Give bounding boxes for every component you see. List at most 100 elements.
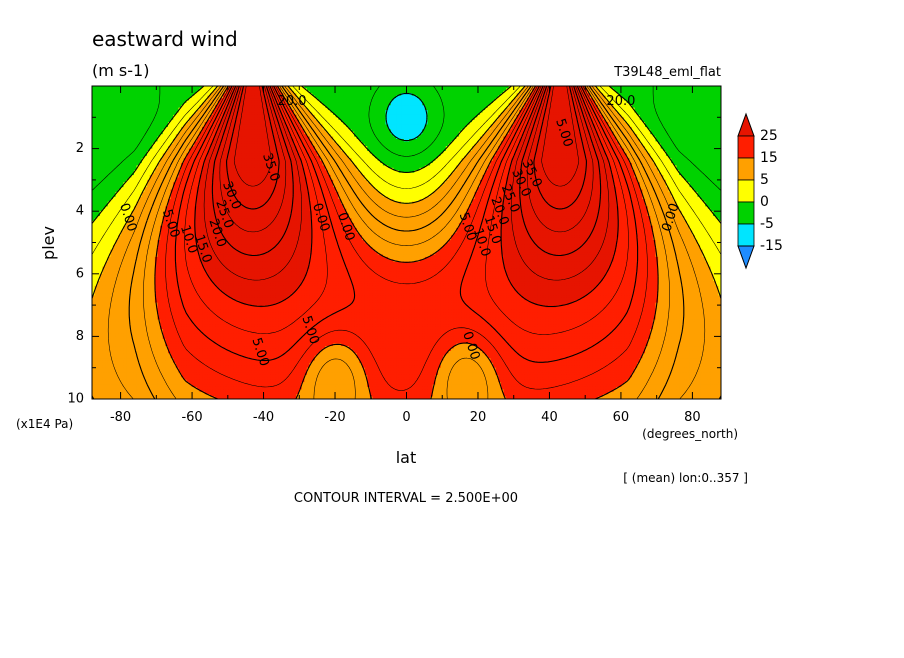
contour-fill-cell xyxy=(291,131,295,135)
contour-fill-cell xyxy=(327,117,331,121)
contour-fill-cell xyxy=(97,93,101,97)
contour-fill-cell xyxy=(204,117,208,121)
contour-fill-cell xyxy=(610,122,614,125)
contour-fill-cell xyxy=(139,98,143,101)
contour-fill-cell xyxy=(338,122,342,125)
contour-fill-cell xyxy=(141,102,145,106)
contour-fill-cell xyxy=(133,105,137,109)
contour-fill-cell xyxy=(369,90,373,94)
contour-fill-cell xyxy=(705,100,709,104)
contour-fill-cell xyxy=(346,100,350,104)
contour-fill-cell xyxy=(196,119,200,123)
contour-fill-cell xyxy=(293,134,297,137)
contour-fill-cell xyxy=(141,100,145,104)
contour-fill-cell xyxy=(401,90,405,94)
contour-fill-cell xyxy=(340,95,344,99)
contour-fill-cell xyxy=(558,131,562,135)
contour-fill-cell xyxy=(443,93,447,97)
contour-fill-cell xyxy=(571,107,575,111)
contour-fill-cell xyxy=(637,98,641,101)
contour-fill-cell xyxy=(309,126,313,130)
contour-fill-cell xyxy=(343,126,347,130)
contour-fill-cell xyxy=(645,117,649,121)
contour-fill-cell xyxy=(202,95,206,99)
contour-fill-cell xyxy=(346,114,350,118)
contour-fill-cell xyxy=(435,105,439,109)
contour-fill-cell xyxy=(642,112,646,116)
contour-fill-cell xyxy=(464,105,468,109)
contour-fill-cell xyxy=(521,122,525,125)
contour-fill-cell xyxy=(340,86,344,89)
contour-fill-cell xyxy=(246,124,250,128)
contour-fill-cell xyxy=(126,90,130,94)
contour-fill-cell xyxy=(430,124,434,128)
contour-fill-cell xyxy=(105,110,109,113)
contour-fill-cell xyxy=(629,129,633,133)
contour-fill-cell xyxy=(453,90,457,94)
contour-fill-cell xyxy=(548,112,552,116)
contour-fill-cell xyxy=(422,117,426,121)
contour-fill-cell xyxy=(416,131,420,135)
contour-fill-cell xyxy=(406,98,410,101)
contour-fill-cell xyxy=(160,134,164,137)
contour-fill-cell xyxy=(456,126,460,130)
contour-fill-cell xyxy=(579,90,583,94)
contour-fill-cell xyxy=(285,124,289,128)
contour-fill-cell xyxy=(133,100,137,104)
contour-fill-cell xyxy=(697,110,701,113)
contour-fill-cell xyxy=(299,124,303,128)
contour-fill-cell xyxy=(613,86,617,89)
contour-fill-cell xyxy=(540,122,544,125)
contour-fill-cell xyxy=(432,131,436,135)
contour-fill-cell xyxy=(713,98,717,101)
contour-fill-cell xyxy=(558,86,562,89)
contour-fill-cell xyxy=(278,131,282,135)
contour-fill-cell xyxy=(490,114,494,118)
contour-fill-cell xyxy=(244,131,248,135)
contour-fill-cell xyxy=(608,122,612,125)
contour-fill-cell xyxy=(466,124,470,128)
contour-fill-cell xyxy=(270,93,274,97)
contour-fill-cell xyxy=(110,110,114,113)
contour-fill-cell xyxy=(325,98,329,101)
contour-fill-cell xyxy=(338,90,342,94)
contour-fill-cell xyxy=(107,107,111,111)
contour-fill-cell xyxy=(99,93,103,97)
contour-fill-cell xyxy=(576,90,580,94)
contour-fill-cell xyxy=(658,119,662,123)
contour-fill-cell xyxy=(141,119,145,123)
contour-fill-cell xyxy=(608,93,612,97)
contour-fill-cell xyxy=(382,117,386,121)
contour-fill-cell xyxy=(306,102,310,106)
contour-fill-cell xyxy=(506,95,510,99)
contour-fill-cell xyxy=(621,105,625,109)
contour-fill-cell xyxy=(348,112,352,116)
contour-fill-cell xyxy=(469,86,473,89)
contour-fill-cell xyxy=(107,122,111,125)
contour-fill-cell xyxy=(668,112,672,116)
contour-fill-cell xyxy=(448,112,452,116)
contour-fill-cell xyxy=(309,114,313,118)
contour-fill-cell xyxy=(430,126,434,130)
contour-fill-cell xyxy=(642,129,646,133)
contour-fill-cell xyxy=(306,107,310,111)
contour-fill-cell xyxy=(325,90,329,94)
contour-fill-cell xyxy=(398,126,402,130)
contour-fill-cell xyxy=(249,95,253,99)
contour-fill-cell xyxy=(616,105,620,109)
contour-fill-cell xyxy=(207,102,211,106)
contour-fill-cell xyxy=(330,124,334,128)
contour-fill-cell xyxy=(637,102,641,106)
contour-fill-cell xyxy=(152,129,156,133)
contour-fill-cell xyxy=(681,110,685,113)
contour-fill-cell xyxy=(249,134,253,137)
contour-fill-cell xyxy=(220,114,224,118)
contour-fill-cell xyxy=(154,100,158,104)
contour-fill-cell xyxy=(246,100,250,104)
contour-fill-cell xyxy=(175,126,179,130)
contour-fill-cell xyxy=(314,90,318,94)
contour-fill-cell xyxy=(650,100,654,104)
contour-fill-cell xyxy=(647,95,651,99)
contour-fill-cell xyxy=(671,112,675,116)
contour-fill-cell xyxy=(110,102,114,106)
